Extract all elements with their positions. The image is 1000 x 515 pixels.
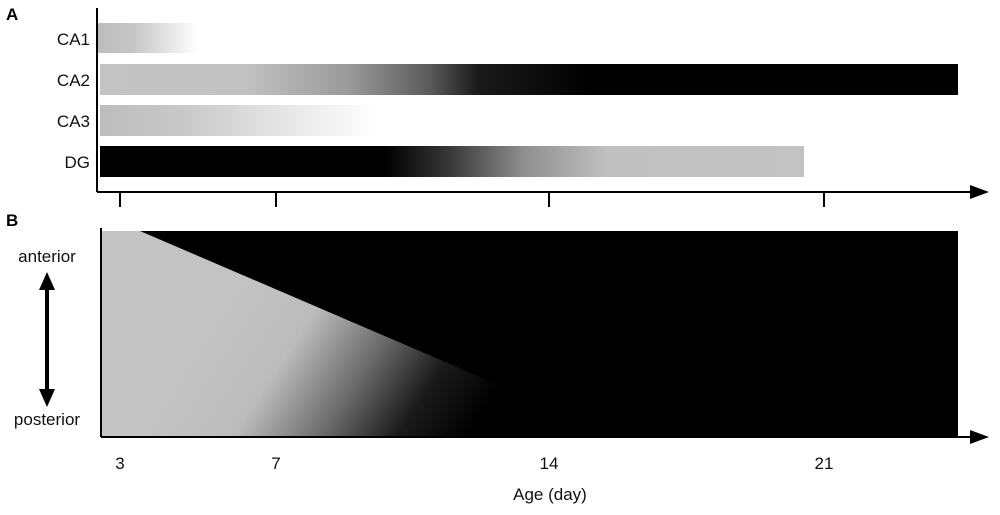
panel-b-gradient-wedge [102,231,620,437]
tick-label-14: 14 [540,454,559,473]
arrow-up-icon [39,272,55,290]
tick-label-21: 21 [815,454,834,473]
row-label-ca3: CA3 [57,112,90,131]
x-axis-label: Age (day) [513,485,587,504]
panel-a-letter: A [6,5,18,24]
dg-bar [100,146,804,177]
posterior-label: posterior [14,410,80,429]
row-label-ca2: CA2 [57,71,90,90]
panel-b-axis-arrowhead [970,430,989,444]
row-label-dg: DG [65,153,91,172]
panel-b-letter: B [6,211,18,230]
ca2-bar [100,64,958,95]
tick-label-3: 3 [115,454,124,473]
row-label-ca1: CA1 [57,30,90,49]
panel-a-axis-arrowhead [970,185,989,199]
ca3-bar [100,105,375,136]
arrow-down-icon [39,389,55,407]
tick-label-7: 7 [271,454,280,473]
ca1-bar [98,23,198,53]
anterior-label: anterior [18,247,76,266]
